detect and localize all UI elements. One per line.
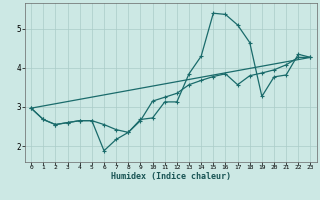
X-axis label: Humidex (Indice chaleur): Humidex (Indice chaleur) [111,172,231,181]
